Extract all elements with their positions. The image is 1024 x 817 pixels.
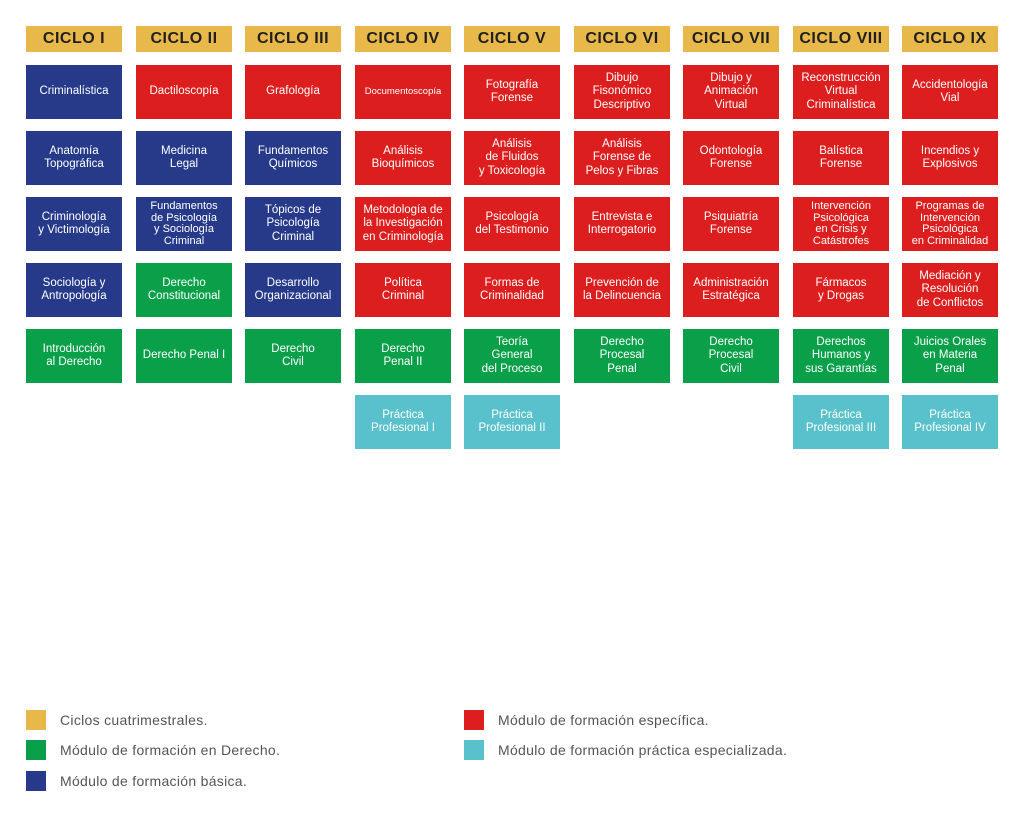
module-cell: Fundamentos de Psicología y Sociología C… — [136, 197, 232, 251]
ciclo-header: CICLO VIII — [793, 26, 889, 52]
module-cell: Derecho Procesal Penal — [574, 329, 670, 383]
module-cell: Derecho Penal I — [136, 329, 232, 383]
module-cell: Derecho Civil — [245, 329, 341, 383]
module-cell: Fundamentos Químicos — [245, 131, 341, 185]
legend-label-derecho: Módulo de formación en Derecho. — [60, 742, 281, 758]
module-cell: Intervención Psicológica en Crisis y Cat… — [793, 197, 889, 251]
module-cell: Grafología — [245, 65, 341, 119]
module-cell: Mediación y Resolución de Conflictos — [902, 263, 998, 317]
module-cell: Desarrollo Organizacional — [245, 263, 341, 317]
module-cell: Tópicos de Psicología Criminal — [245, 197, 341, 251]
module-cell: Fotografía Forense — [464, 65, 560, 119]
module-cell: Práctica Profesional III — [793, 395, 889, 449]
legend-item-practica: Módulo de formación práctica especializa… — [464, 740, 787, 760]
ciclo-header: CICLO III — [245, 26, 341, 52]
legend-swatch-derecho — [26, 740, 46, 760]
module-cell: Formas de Criminalidad — [464, 263, 560, 317]
module-cell: Accidentología Vial — [902, 65, 998, 119]
legend-item-basica: Módulo de formación básica. — [26, 771, 247, 791]
module-cell: Introducción al Derecho — [26, 329, 122, 383]
module-cell: Práctica Profesional IV — [902, 395, 998, 449]
legend-label-ciclos: Ciclos cuatrimestrales. — [60, 712, 208, 728]
module-cell: Documentoscopía — [355, 65, 451, 119]
module-cell: Política Criminal — [355, 263, 451, 317]
module-cell: Programas de Intervención Psicológica en… — [902, 197, 998, 251]
module-cell: Criminología y Victimología — [26, 197, 122, 251]
legend-label-basica: Módulo de formación básica. — [60, 773, 248, 789]
module-cell: Medicina Legal — [136, 131, 232, 185]
module-cell: Análisis Forense de Pelos y Fibras — [574, 131, 670, 185]
curriculum-grid: CICLO I Criminalística Anatomía Topográfic… — [26, 26, 998, 449]
module-cell: Psiquiatría Forense — [683, 197, 779, 251]
module-cell: Balística Forense — [793, 131, 889, 185]
ciclo-header: CICLO VII — [683, 26, 779, 52]
legend-swatch-ciclos — [26, 710, 46, 730]
module-cell: Sociología y Antropología — [26, 263, 122, 317]
module-cell: Juicios Orales en Materia Penal — [902, 329, 998, 383]
module-cell: Dibujo y Animación Virtual — [683, 65, 779, 119]
module-cell: Derecho Penal II — [355, 329, 451, 383]
module-cell: Análisis Bioquímicos — [355, 131, 451, 185]
module-cell: Práctica Profesional II — [464, 395, 560, 449]
legend-item-especifica: Módulo de formación específica. — [464, 710, 709, 730]
ciclo-header: CICLO VI — [574, 26, 670, 52]
legend-swatch-basica — [26, 771, 46, 791]
module-cell: Práctica Profesional I — [355, 395, 451, 449]
module-cell: Incendios y Explosivos — [902, 131, 998, 185]
module-cell: Derecho Constitucional — [136, 263, 232, 317]
ciclo-header: CICLO I — [26, 26, 122, 52]
legend-swatch-especifica — [464, 710, 484, 730]
module-cell: Derechos Humanos y sus Garantías — [793, 329, 889, 383]
legend-item-derecho: Módulo de formación en Derecho. — [26, 740, 280, 760]
module-cell: Metodología de la Investigación en Crimi… — [355, 197, 451, 251]
legend: Ciclos cuatrimestrales. Módulo de formac… — [0, 700, 1024, 800]
module-cell: Criminalística — [26, 65, 122, 119]
module-cell: Derecho Procesal Civil — [683, 329, 779, 383]
module-cell: Psicología del Testimonio — [464, 197, 560, 251]
legend-label-especifica: Módulo de formación específica. — [498, 712, 709, 728]
ciclo-header: CICLO IV — [355, 26, 451, 52]
module-cell: Odontología Forense — [683, 131, 779, 185]
module-cell: Dactiloscopía — [136, 65, 232, 119]
module-cell: Entrevista e Interrogatorio — [574, 197, 670, 251]
legend-item-ciclos: Ciclos cuatrimestrales. — [26, 710, 208, 730]
module-cell: Dibujo Fisonómico Descriptivo — [574, 65, 670, 119]
module-cell: Reconstrucción Virtual Criminalística — [793, 65, 889, 119]
ciclo-header: CICLO II — [136, 26, 232, 52]
module-cell: Prevención de la Delincuencia — [574, 263, 670, 317]
module-cell: Fármacos y Drogas — [793, 263, 889, 317]
module-cell: Administración Estratégica — [683, 263, 779, 317]
ciclo-header: CICLO IX — [902, 26, 998, 52]
module-cell: Anatomía Topográfica — [26, 131, 122, 185]
legend-swatch-practica — [464, 740, 484, 760]
ciclo-header: CICLO V — [464, 26, 560, 52]
module-cell: Teoría General del Proceso — [464, 329, 560, 383]
legend-label-practica: Módulo de formación práctica especializa… — [498, 742, 788, 758]
module-cell: Análisis de Fluidos y Toxicología — [464, 131, 560, 185]
